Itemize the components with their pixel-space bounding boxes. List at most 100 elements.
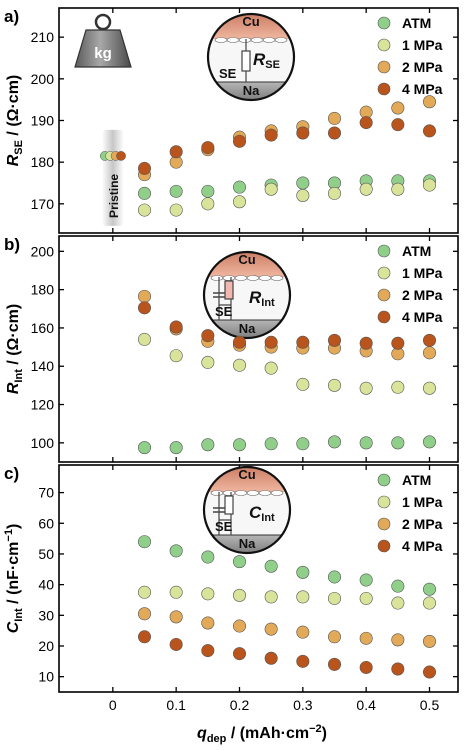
data-point: [169, 320, 183, 334]
data-point: [391, 118, 405, 132]
series-2-mpa: [138, 607, 436, 648]
inset-interface-void: [274, 37, 288, 43]
inset-interface-void: [262, 37, 276, 43]
resistor-icon: [241, 50, 251, 72]
data-point: [201, 550, 215, 564]
series-2-mpa: [138, 95, 436, 182]
data-point: [296, 654, 310, 668]
data-point: [233, 555, 247, 569]
data-point: [391, 436, 405, 450]
data-point: [138, 607, 152, 621]
legend-marker: [377, 38, 391, 52]
legend-marker: [377, 82, 391, 96]
data-point: [327, 630, 341, 644]
weight-kg-icon: kg: [74, 13, 132, 68]
y-axis-label-rest: / (Ω·cm): [5, 75, 22, 140]
data-point: [264, 590, 278, 604]
legend-marker: [377, 495, 391, 509]
panel-label: b): [4, 235, 20, 254]
x-axis-label: qdep / (mAh·cm−2): [197, 723, 327, 745]
inset-na-label: Na: [243, 83, 260, 98]
cell-schematic-icon: Cu SE Na CInt: [202, 465, 292, 555]
legend-marker: [377, 288, 391, 302]
data-point: [296, 565, 310, 579]
inset-interface-void: [234, 490, 248, 496]
data-point: [422, 381, 436, 395]
x-tick-label: 0.4: [356, 697, 376, 713]
data-point: [233, 195, 247, 209]
data-point: [138, 301, 152, 315]
panel-label: a): [4, 7, 19, 26]
legend-entry: 2 MPa: [402, 59, 443, 75]
data-point: [169, 610, 183, 624]
legend-marker: [377, 16, 391, 30]
inset-interface-void: [214, 37, 228, 43]
series-1-mpa: [138, 178, 436, 217]
inset-interface-void: [250, 37, 264, 43]
data-point: [138, 186, 152, 200]
inset-quantity-label: CInt: [249, 503, 275, 524]
legend-marker: [377, 60, 391, 74]
data-point: [233, 335, 247, 349]
inset-interface-void: [270, 490, 284, 496]
x-axis-label-rest: / (mAh·cm: [226, 725, 309, 742]
y-axis-label-main: R: [5, 382, 22, 394]
cell-schematic-icon: Cu SE Na RInt: [202, 250, 292, 340]
data-point: [264, 559, 278, 573]
legend-entry: ATM: [402, 15, 431, 31]
y-axis-label-main: R: [5, 154, 22, 166]
inset-interface-void: [258, 490, 272, 496]
series-1-mpa: [138, 585, 436, 610]
x-axis-label-end: ): [322, 725, 327, 742]
y-tick-label: 180: [31, 154, 55, 170]
pristine-label: Pristine: [107, 174, 121, 218]
legend-entry: ATM: [402, 472, 431, 488]
data-point: [138, 161, 152, 175]
data-point: [138, 630, 152, 644]
y-axis-label: CInt / (nF·cm−1): [3, 524, 25, 634]
y-tick-label: 200: [31, 71, 55, 87]
x-tick-label: 0: [109, 697, 117, 713]
inset-cu-label: Cu: [238, 467, 255, 482]
inset-quantity-sub: SE: [265, 59, 280, 71]
inset-quantity-main: R: [253, 50, 266, 69]
y-tick-label: 190: [31, 113, 55, 129]
y-axis-label-sub: Int: [13, 608, 25, 622]
data-point: [201, 184, 215, 198]
data-point: [233, 134, 247, 148]
y-axis-label-sup: −1: [3, 529, 15, 542]
data-point: [169, 349, 183, 363]
legend-marker: [377, 539, 391, 553]
x-tick-label: 0.5: [420, 697, 440, 713]
x-tick-label: 0.3: [293, 697, 313, 713]
inset-interface-void: [234, 275, 248, 281]
y-axis-label-rest: / (nF·cm: [5, 542, 22, 609]
y-axis-label-sub: Int: [13, 369, 25, 383]
data-point: [296, 126, 310, 140]
inset-quantity-label: RSE: [253, 50, 280, 71]
data-point: [391, 579, 405, 593]
inset-interface-void: [210, 490, 224, 496]
data-point: [391, 101, 405, 115]
legend-entry: 4 MPa: [402, 309, 443, 325]
legend-entry: 4 MPa: [402, 538, 443, 554]
inset-interface-void: [246, 275, 260, 281]
data-point: [264, 361, 278, 375]
legend: ATM 1 MPa 2 MPa 4 MPa: [377, 243, 443, 325]
inset-interface-void: [222, 490, 236, 496]
legend-entry: 1 MPa: [402, 494, 443, 510]
legend-entry: 2 MPa: [402, 287, 443, 303]
series-1-mpa: [138, 332, 436, 395]
data-point: [391, 633, 405, 647]
legend-entry: ATM: [402, 243, 431, 259]
y-axis-label-rest: / (Ω·cm): [5, 304, 22, 369]
data-point: [327, 435, 341, 449]
data-point: [201, 644, 215, 658]
legend: ATM 1 MPa 2 MPa 4 MPa: [377, 472, 443, 554]
data-point: [359, 116, 373, 130]
data-point: [296, 335, 310, 349]
x-axis-label-sub: dep: [207, 733, 227, 745]
data-point: [327, 333, 341, 347]
y-tick-label: 210: [31, 29, 55, 45]
